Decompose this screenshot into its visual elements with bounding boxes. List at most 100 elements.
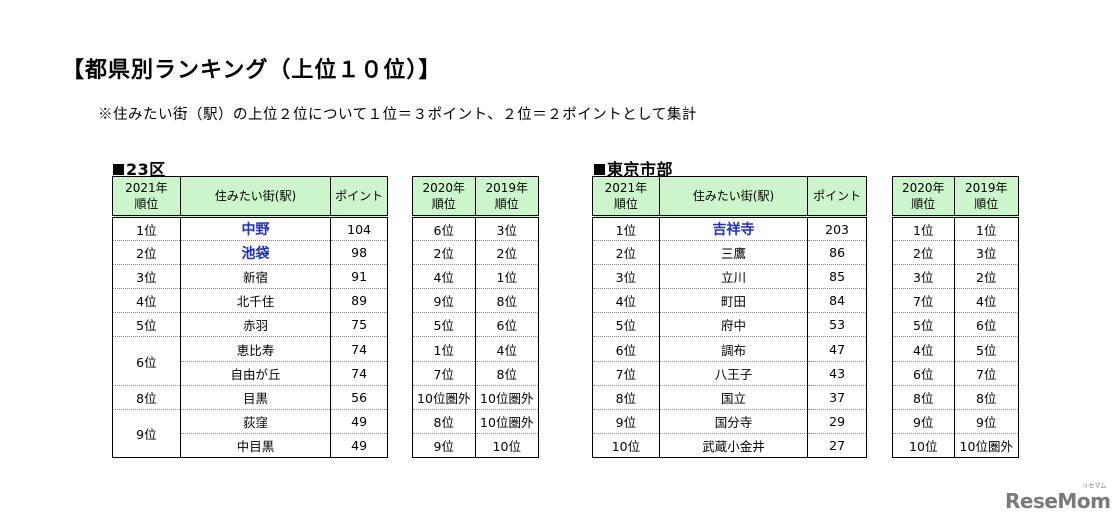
header-text: 2020年 — [901, 181, 945, 195]
table-cell: 9位 — [953, 408, 1020, 434]
header-points: ポイント — [807, 176, 867, 218]
table-cell: 9位 — [592, 408, 660, 434]
table-cell: 49 — [330, 432, 388, 458]
table-row: 8位 8位 — [892, 384, 1020, 410]
header-2020-rank: 2020年 順位 — [412, 176, 476, 218]
table-cell: 6位 — [592, 336, 660, 362]
table-row: 6位 調布 47 — [592, 336, 867, 362]
table-row: 7位 八王子 43 — [592, 360, 867, 386]
header-text: 2019年 — [964, 181, 1008, 195]
header-2019-rank: 2019年順位 — [474, 176, 539, 218]
header-text: 順位 — [974, 197, 999, 211]
table-cell: 4位 — [592, 288, 660, 314]
table-cell: 2位 — [892, 240, 955, 266]
table-cell: 新宿 — [179, 264, 332, 290]
table-row: 5位 府中 53 — [592, 312, 867, 338]
table-row: 中目黒 49 — [113, 432, 388, 458]
table-cell: 8位 — [112, 384, 181, 410]
table-row: 3位 新宿 91 — [112, 264, 388, 290]
table-row: 5位 赤羽 75 — [112, 312, 388, 338]
table-cell: 八王子 — [658, 360, 809, 386]
table-cell: 吉祥寺 — [658, 215, 809, 242]
page-title: 【都県別ランキング（上位１０位）】 — [62, 58, 442, 83]
header-text: 順位 — [911, 197, 936, 211]
table-row: 10位 10位圏外 — [892, 432, 1020, 458]
table-row: 3位 2位 — [892, 264, 1020, 290]
header-text: 順位 — [613, 197, 638, 211]
table-cell: 6位 — [412, 215, 476, 242]
table-cell: 8位 — [474, 288, 539, 314]
table-cell: 調布 — [658, 336, 809, 362]
table-cell: 43 — [807, 360, 867, 386]
table-row: 1位 吉祥寺 203 — [592, 215, 867, 242]
table-cell: 4位 — [953, 288, 1020, 314]
table-cell: 104 — [330, 215, 388, 242]
table-cell: 3位 — [592, 264, 660, 290]
table-cell: 53 — [807, 312, 867, 338]
table-row: 1位 1位 — [892, 215, 1020, 242]
table-cell: 10位圏外 — [474, 384, 539, 410]
header-text: 順位 — [494, 197, 519, 211]
table-row: 2位 2位 — [412, 240, 539, 266]
table-row: 4位 町田 84 — [592, 288, 867, 314]
table-cell: 8位 — [412, 408, 476, 434]
table-row: 自由が丘 74 — [113, 360, 388, 386]
table-row: 7位 8位 — [412, 360, 539, 386]
table-row: 5位 6位 — [412, 312, 539, 338]
table-cell: 203 — [807, 215, 867, 242]
table-cell: 5位 — [112, 312, 181, 338]
table-cell: 北千住 — [179, 288, 332, 314]
header-station: 住みたい街(駅) — [179, 176, 332, 218]
table-row: 4位 北千住 89 — [112, 288, 388, 314]
table-cell: 7位 — [412, 360, 476, 386]
header-text: 2019年 — [485, 181, 529, 195]
table-cell: 1位 — [412, 336, 476, 362]
square-bullet-icon — [113, 164, 124, 175]
table-cell: 10位 — [892, 432, 955, 458]
table-row: 7位 4位 — [892, 288, 1020, 314]
table-cell: 84 — [807, 288, 867, 314]
table-cell: 29 — [807, 408, 867, 434]
table-cell: 4位 — [412, 264, 476, 290]
table-cell: 8位 — [592, 384, 660, 410]
table-cell: 5位 — [892, 312, 955, 338]
table-cell: 3位 — [474, 215, 539, 242]
header-2021-rank: 2021年 順位 — [112, 176, 181, 218]
table-row: 9位 9位 — [892, 408, 1020, 434]
table-cell: 府中 — [658, 312, 809, 338]
section-label-23ku: 23区 — [113, 156, 166, 180]
table-cell: 2位 — [953, 264, 1020, 290]
table-cell: 池袋 — [179, 240, 332, 266]
table-cell: 9位 — [412, 288, 476, 314]
table-row: 2位 3位 — [892, 240, 1020, 266]
table-row: 10位圏外 10位圏外 — [412, 384, 539, 410]
table-row: 8位 目黒 56 — [112, 384, 388, 410]
header-2020-rank: 2020年順位 — [892, 176, 955, 218]
table-row: 1位 4位 — [412, 336, 539, 362]
ranking-table-23ku: 2021年 順位 住みたい街(駅) ポイント 1位 中野 104 2位 池袋 98 3位新… — [112, 176, 388, 458]
table-cell: 4位 — [892, 336, 955, 362]
table-cell: 中野 — [179, 215, 332, 242]
table-cell: 荻窪 — [179, 408, 332, 434]
table-cell: 7位 — [953, 360, 1020, 386]
table-cell: 10位圏外 — [412, 384, 476, 410]
section-label-tokyo-cities: 東京市部 — [594, 156, 673, 180]
header-points: ポイント — [330, 176, 388, 218]
table-cell: 6位 — [474, 312, 539, 338]
table-cell: 3位 — [953, 240, 1020, 266]
resemom-logo: ReseMom リセマム — [1005, 483, 1111, 513]
table-cell: 1位 — [592, 215, 660, 242]
table-cell: 27 — [807, 432, 867, 458]
table-cell: 7位 — [892, 288, 955, 314]
header-text: 2021年 — [604, 181, 648, 195]
table-cell: 47 — [807, 336, 867, 362]
table-cell: 町田 — [658, 288, 809, 314]
table-cell: 4位 — [474, 336, 539, 362]
table-row: 4位 1位 — [412, 264, 539, 290]
table-cell: 6位 — [112, 336, 181, 386]
table-cell: 3位 — [892, 264, 955, 290]
table-cell: 2位 — [474, 240, 539, 266]
table-cell: 89 — [330, 288, 388, 314]
table-row: 4位 5位 — [892, 336, 1020, 362]
table-cell: 75 — [330, 312, 388, 338]
